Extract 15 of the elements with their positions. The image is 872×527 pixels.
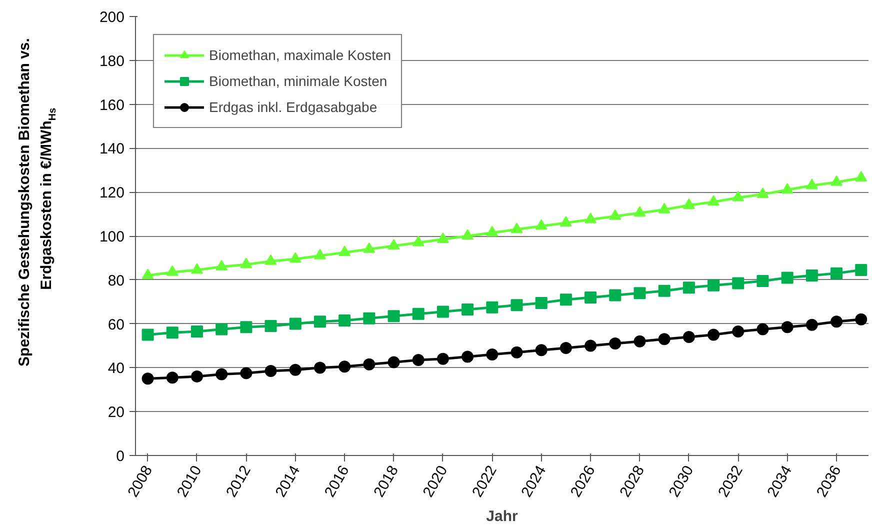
- legend-label: Biomethan, minimale Kosten: [209, 73, 388, 89]
- y-tick-label: 120: [99, 184, 125, 202]
- legend-label: Erdgas inkl. Erdgasabgabe: [209, 99, 378, 115]
- y-tick-label: 20: [108, 404, 125, 422]
- y-tick-label: 40: [108, 360, 125, 378]
- y-tick-label: 0: [116, 448, 124, 465]
- x-axis-title: Jahr: [486, 508, 518, 525]
- y-tick-label: 60: [108, 316, 125, 334]
- legend-label: Biomethan, maximale Kosten: [209, 47, 392, 63]
- y-tick-label: 140: [99, 140, 125, 158]
- y-tick-label: 100: [99, 228, 125, 246]
- y-tick-label: 200: [99, 9, 125, 26]
- y-tick-label: 180: [99, 52, 125, 70]
- y-tick-label: 160: [99, 96, 125, 114]
- y-tick-label: 80: [108, 272, 125, 290]
